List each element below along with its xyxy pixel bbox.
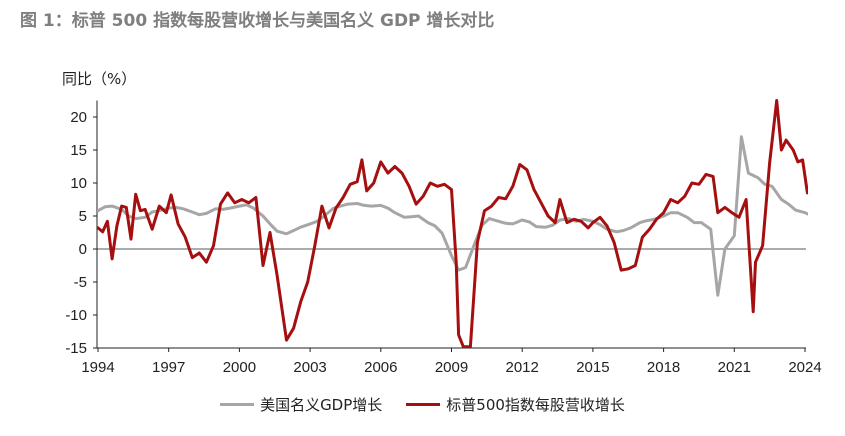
y-axis-label: 同比（%） [62,70,137,88]
y-tick-label: 10 [70,175,87,192]
chart-axes: -15 -10 -5 0 5 10 15 20 1994 1997 2000 2003 2006 2009… [65,100,822,376]
x-tick-label: 1994 [81,359,114,376]
legend-item-sp500: 标普500指数每股营收增长 [406,394,625,415]
legend-swatch-sp500 [406,403,441,406]
y-tick-label: 0 [79,241,87,258]
x-tick-label: 1997 [152,359,185,376]
legend-swatch-gdp [220,403,255,406]
line-chart: -15 -10 -5 0 5 10 15 20 1994 1997 2000 2003 2006 2009… [65,99,822,376]
x-tick-label: 2021 [718,359,751,376]
x-tick-label: 2003 [293,359,326,376]
chart-series [97,99,808,348]
y-tick-label: -15 [65,340,87,357]
x-tick-label: 2018 [647,359,680,376]
series-line-sp500 [97,99,808,348]
y-tick-label: 20 [70,109,87,126]
y-tick-label: -10 [65,307,87,324]
legend-label-sp500: 标普500指数每股营收增长 [446,396,625,414]
x-tick-label: 2012 [506,359,539,376]
y-tick-label: 15 [70,142,87,159]
y-tick-label: -5 [74,274,87,291]
x-tick-label: 2015 [576,359,609,376]
chart-legend: 美国名义GDP增长 标普500指数每股营收增长 [0,394,845,415]
legend-item-gdp: 美国名义GDP增长 [220,394,382,415]
figure-title: 图 1：标普 500 指数每股营收增长与美国名义 GDP 增长对比 [20,11,495,31]
x-tick-label: 2009 [435,359,468,376]
legend-label-gdp: 美国名义GDP增长 [260,396,383,414]
x-tick-label: 2006 [364,359,397,376]
x-tick-label: 2000 [223,359,256,376]
y-tick-label: 5 [79,208,87,225]
x-tick-label: 2024 [788,359,821,376]
